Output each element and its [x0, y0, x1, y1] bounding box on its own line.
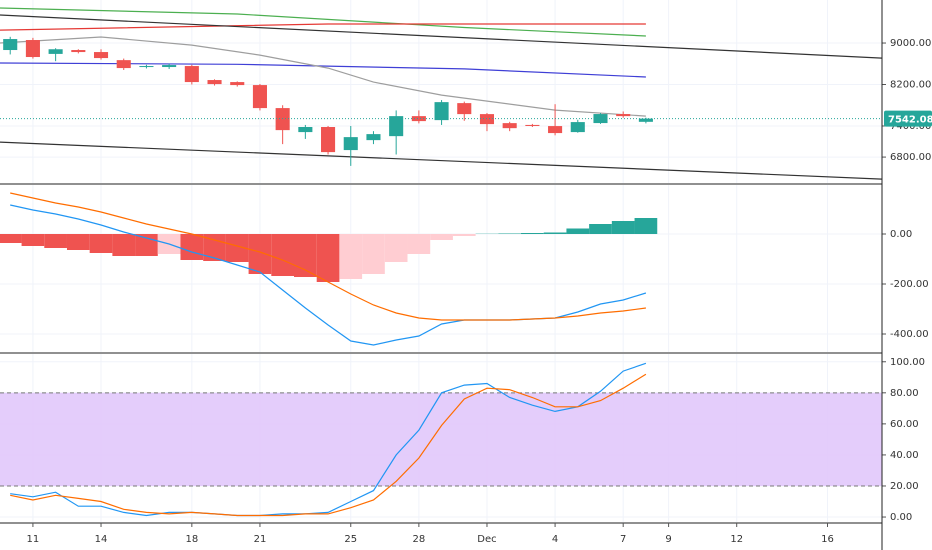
- histogram-bar: [66, 234, 90, 250]
- histogram-bar: [384, 234, 408, 262]
- y-tick-label: 60.00: [890, 419, 919, 430]
- histogram-bar: [180, 234, 204, 260]
- candle-body: [93, 52, 109, 59]
- candle-body: [139, 66, 154, 68]
- candle-body: [389, 116, 404, 137]
- last-price-tag: [884, 110, 932, 127]
- histogram-bar: [203, 234, 226, 261]
- histogram-bar: [589, 224, 612, 234]
- candle-body: [366, 134, 381, 141]
- overlay-line: [0, 23, 646, 31]
- y-tick-label: 80.00: [890, 388, 919, 399]
- indicator-line: [10, 373, 647, 517]
- histogram-bar: [339, 234, 363, 279]
- band: [0, 392, 882, 486]
- x-tick-label: 16: [821, 534, 834, 545]
- histogram-bar: [89, 234, 113, 253]
- x-tick-label: 18: [185, 534, 198, 545]
- candle-body: [638, 118, 653, 122]
- y-tick-label: 9000.00: [890, 38, 931, 49]
- candle-body: [71, 50, 86, 53]
- x-tick-label: 25: [344, 534, 357, 545]
- candle-body: [252, 85, 267, 109]
- x-tick-label: Dec: [477, 534, 496, 545]
- candle-body: [298, 127, 313, 133]
- y-tick-label: 6800.00: [890, 152, 931, 163]
- candle-body: [321, 127, 336, 153]
- histogram-bar: [112, 234, 136, 256]
- candle-body: [162, 65, 177, 68]
- last-price-label: 7542.08: [888, 115, 932, 126]
- candle-body: [411, 116, 426, 122]
- histogram-bar: [498, 233, 522, 234]
- histogram-bar: [407, 234, 431, 254]
- histogram-bar: [225, 234, 249, 262]
- histogram-bar: [271, 234, 294, 276]
- histogram-bar: [21, 234, 45, 246]
- y-tick-label: 8200.00: [890, 80, 931, 91]
- candle-body: [525, 124, 540, 126]
- histogram-bar: [543, 232, 567, 234]
- x-tick-label: 14: [95, 534, 108, 545]
- histogram-bar: [135, 234, 158, 256]
- histogram-bar: [0, 234, 22, 243]
- histogram-bar: [430, 234, 453, 240]
- y-tick-label: 40.00: [890, 450, 919, 461]
- overlay-line: [0, 14, 883, 59]
- candle-body: [230, 82, 245, 86]
- candle-body: [548, 126, 563, 134]
- candle-body: [184, 66, 199, 83]
- indicator-line: [10, 192, 646, 321]
- y-tick-label: -400.00: [890, 329, 929, 340]
- candle-body: [25, 40, 40, 58]
- y-tick-label: -200.00: [890, 279, 929, 290]
- x-tick-label: 12: [730, 534, 743, 545]
- candle-body: [434, 102, 449, 121]
- histogram-bar: [316, 234, 340, 282]
- x-tick-label: 9: [665, 534, 671, 545]
- histogram-bar: [362, 234, 385, 274]
- histogram-bar: [294, 234, 317, 277]
- histogram-bar: [248, 234, 272, 274]
- candle-body: [502, 123, 517, 129]
- x-tick-label: 11: [27, 534, 40, 545]
- overlay-line: [0, 7, 646, 37]
- candle-body: [207, 80, 222, 85]
- candle-body: [457, 103, 472, 115]
- x-tick-label: 28: [412, 534, 425, 545]
- candle-body: [48, 49, 63, 54]
- y-tick-label: 0.00: [890, 512, 912, 523]
- histogram-bar: [634, 218, 658, 234]
- y-tick-label: 20.00: [890, 481, 919, 492]
- candle-body: [343, 137, 358, 151]
- histogram-bar: [566, 228, 590, 234]
- y-tick-label: 100.00: [890, 357, 925, 368]
- x-tick-label: 21: [254, 534, 267, 545]
- candle-body: [570, 122, 585, 133]
- y-tick-label: 0.00: [890, 229, 912, 240]
- histogram-bar: [452, 234, 476, 236]
- overlay-line: [0, 36, 646, 117]
- x-tick-label: 4: [552, 534, 558, 545]
- histogram-bar: [521, 233, 544, 234]
- histogram-bar: [611, 221, 635, 234]
- overlay-line: [0, 141, 883, 180]
- x-tick-label: 7: [620, 534, 626, 545]
- histogram-bar: [44, 234, 67, 248]
- candle-body: [116, 60, 131, 69]
- candle-body: [3, 39, 18, 51]
- indicator-line: [10, 362, 647, 517]
- candle-body: [616, 114, 631, 117]
